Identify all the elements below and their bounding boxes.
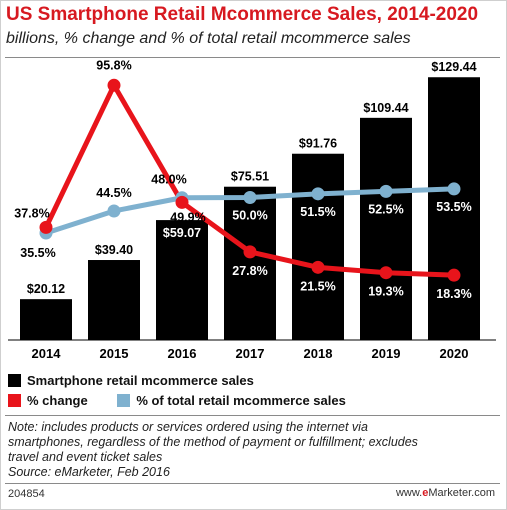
share-label-2014: 35.5% [20, 246, 55, 260]
bar-label-2015: $39.40 [95, 243, 133, 257]
bar-2019 [360, 117, 412, 341]
change-label-2018: 21.5% [300, 279, 335, 293]
site-credit: www.eMarketer.com [396, 487, 495, 499]
legend-label-change: % change [27, 393, 88, 408]
note-line-3: travel and event ticket sales [8, 450, 163, 464]
legend-row-2: % change % of total retail mcommerce sal… [8, 393, 346, 408]
share-label-2020: 53.5% [436, 200, 471, 214]
change-point-2014 [39, 220, 53, 234]
legend-label-share: % of total retail mcommerce sales [136, 393, 346, 408]
chart-id: 204854 [8, 488, 45, 500]
legend-swatch-sales [8, 374, 21, 387]
bar-label-2019: $109.44 [363, 101, 408, 115]
x-tick-2014: 2014 [32, 346, 62, 361]
change-point-2016 [175, 195, 189, 209]
bar-label-2018: $91.76 [299, 137, 337, 151]
bar-label-2017: $75.51 [231, 170, 269, 184]
change-label-2015: 95.8% [96, 58, 131, 72]
chart-note: Note: includes products or services orde… [8, 420, 498, 480]
change-label-2019: 19.3% [368, 285, 403, 299]
legend-item-sales: Smartphone retail mcommerce sales [8, 373, 254, 388]
change-label-2020: 18.3% [436, 287, 471, 301]
change-label-2016: 48.0% [151, 172, 186, 186]
x-tick-2020: 2020 [440, 346, 469, 361]
share-point-2017 [243, 191, 257, 204]
note-divider [5, 415, 500, 416]
share-point-2020 [447, 182, 461, 196]
bar-2016 [156, 220, 208, 340]
share-label-2019: 52.5% [368, 202, 403, 216]
chart-subtitle: billions, % change and % of total retail… [6, 30, 411, 47]
site-brand-e: e [422, 487, 429, 499]
bar-label-2014: $20.12 [27, 282, 65, 296]
bar-label-2016: $59.07 [163, 226, 201, 240]
share-label-2017: 50.0% [232, 209, 267, 223]
chart-title: US Smartphone Retail Mcommerce Sales, 20… [6, 4, 479, 25]
bar-2015 [88, 260, 140, 340]
change-label-2014: 37.8% [14, 206, 49, 220]
bar-2018 [292, 153, 344, 340]
chart-plot: 2014 2015 2016 2017 2018 2019 2020 $20.12 $39.40… [8, 58, 496, 361]
x-tick-2015: 2015 [100, 346, 129, 361]
change-point-2015 [107, 78, 121, 92]
bar-2020 [428, 77, 480, 340]
change-point-2018 [311, 260, 325, 274]
top-divider [5, 57, 500, 58]
bar-label-2020: $129.44 [431, 60, 476, 74]
x-tick-2019: 2019 [372, 346, 401, 361]
x-tick-2016: 2016 [168, 346, 197, 361]
share-label-2015: 44.5% [96, 186, 131, 200]
share-point-2015 [107, 204, 121, 218]
note-line-2: smartphones, regardless of the method of… [8, 435, 418, 449]
x-tick-2017: 2017 [236, 346, 265, 361]
note-line-1: Note: includes products or services orde… [8, 420, 368, 434]
legend-swatch-share [117, 394, 131, 407]
bar-2017 [224, 186, 276, 340]
change-label-2017: 27.8% [232, 264, 267, 278]
site-prefix: www. [395, 487, 423, 499]
legend-label-sales: Smartphone retail mcommerce sales [27, 373, 254, 388]
share-point-2018 [311, 187, 325, 201]
change-point-2020 [447, 268, 461, 282]
bar-2014 [20, 299, 72, 340]
site-rest: Marketer.com [428, 487, 495, 499]
note-source: Source: eMarketer, Feb 2016 [8, 465, 170, 479]
legend-swatch-change [8, 394, 21, 407]
change-point-2019 [379, 266, 393, 280]
share-point-2019 [379, 184, 393, 198]
x-tick-2018: 2018 [304, 346, 333, 361]
change-point-2017 [243, 245, 257, 259]
share-label-2016: 49.9% [170, 211, 205, 225]
share-label-2018: 51.5% [300, 205, 335, 219]
footer-divider [5, 483, 500, 484]
